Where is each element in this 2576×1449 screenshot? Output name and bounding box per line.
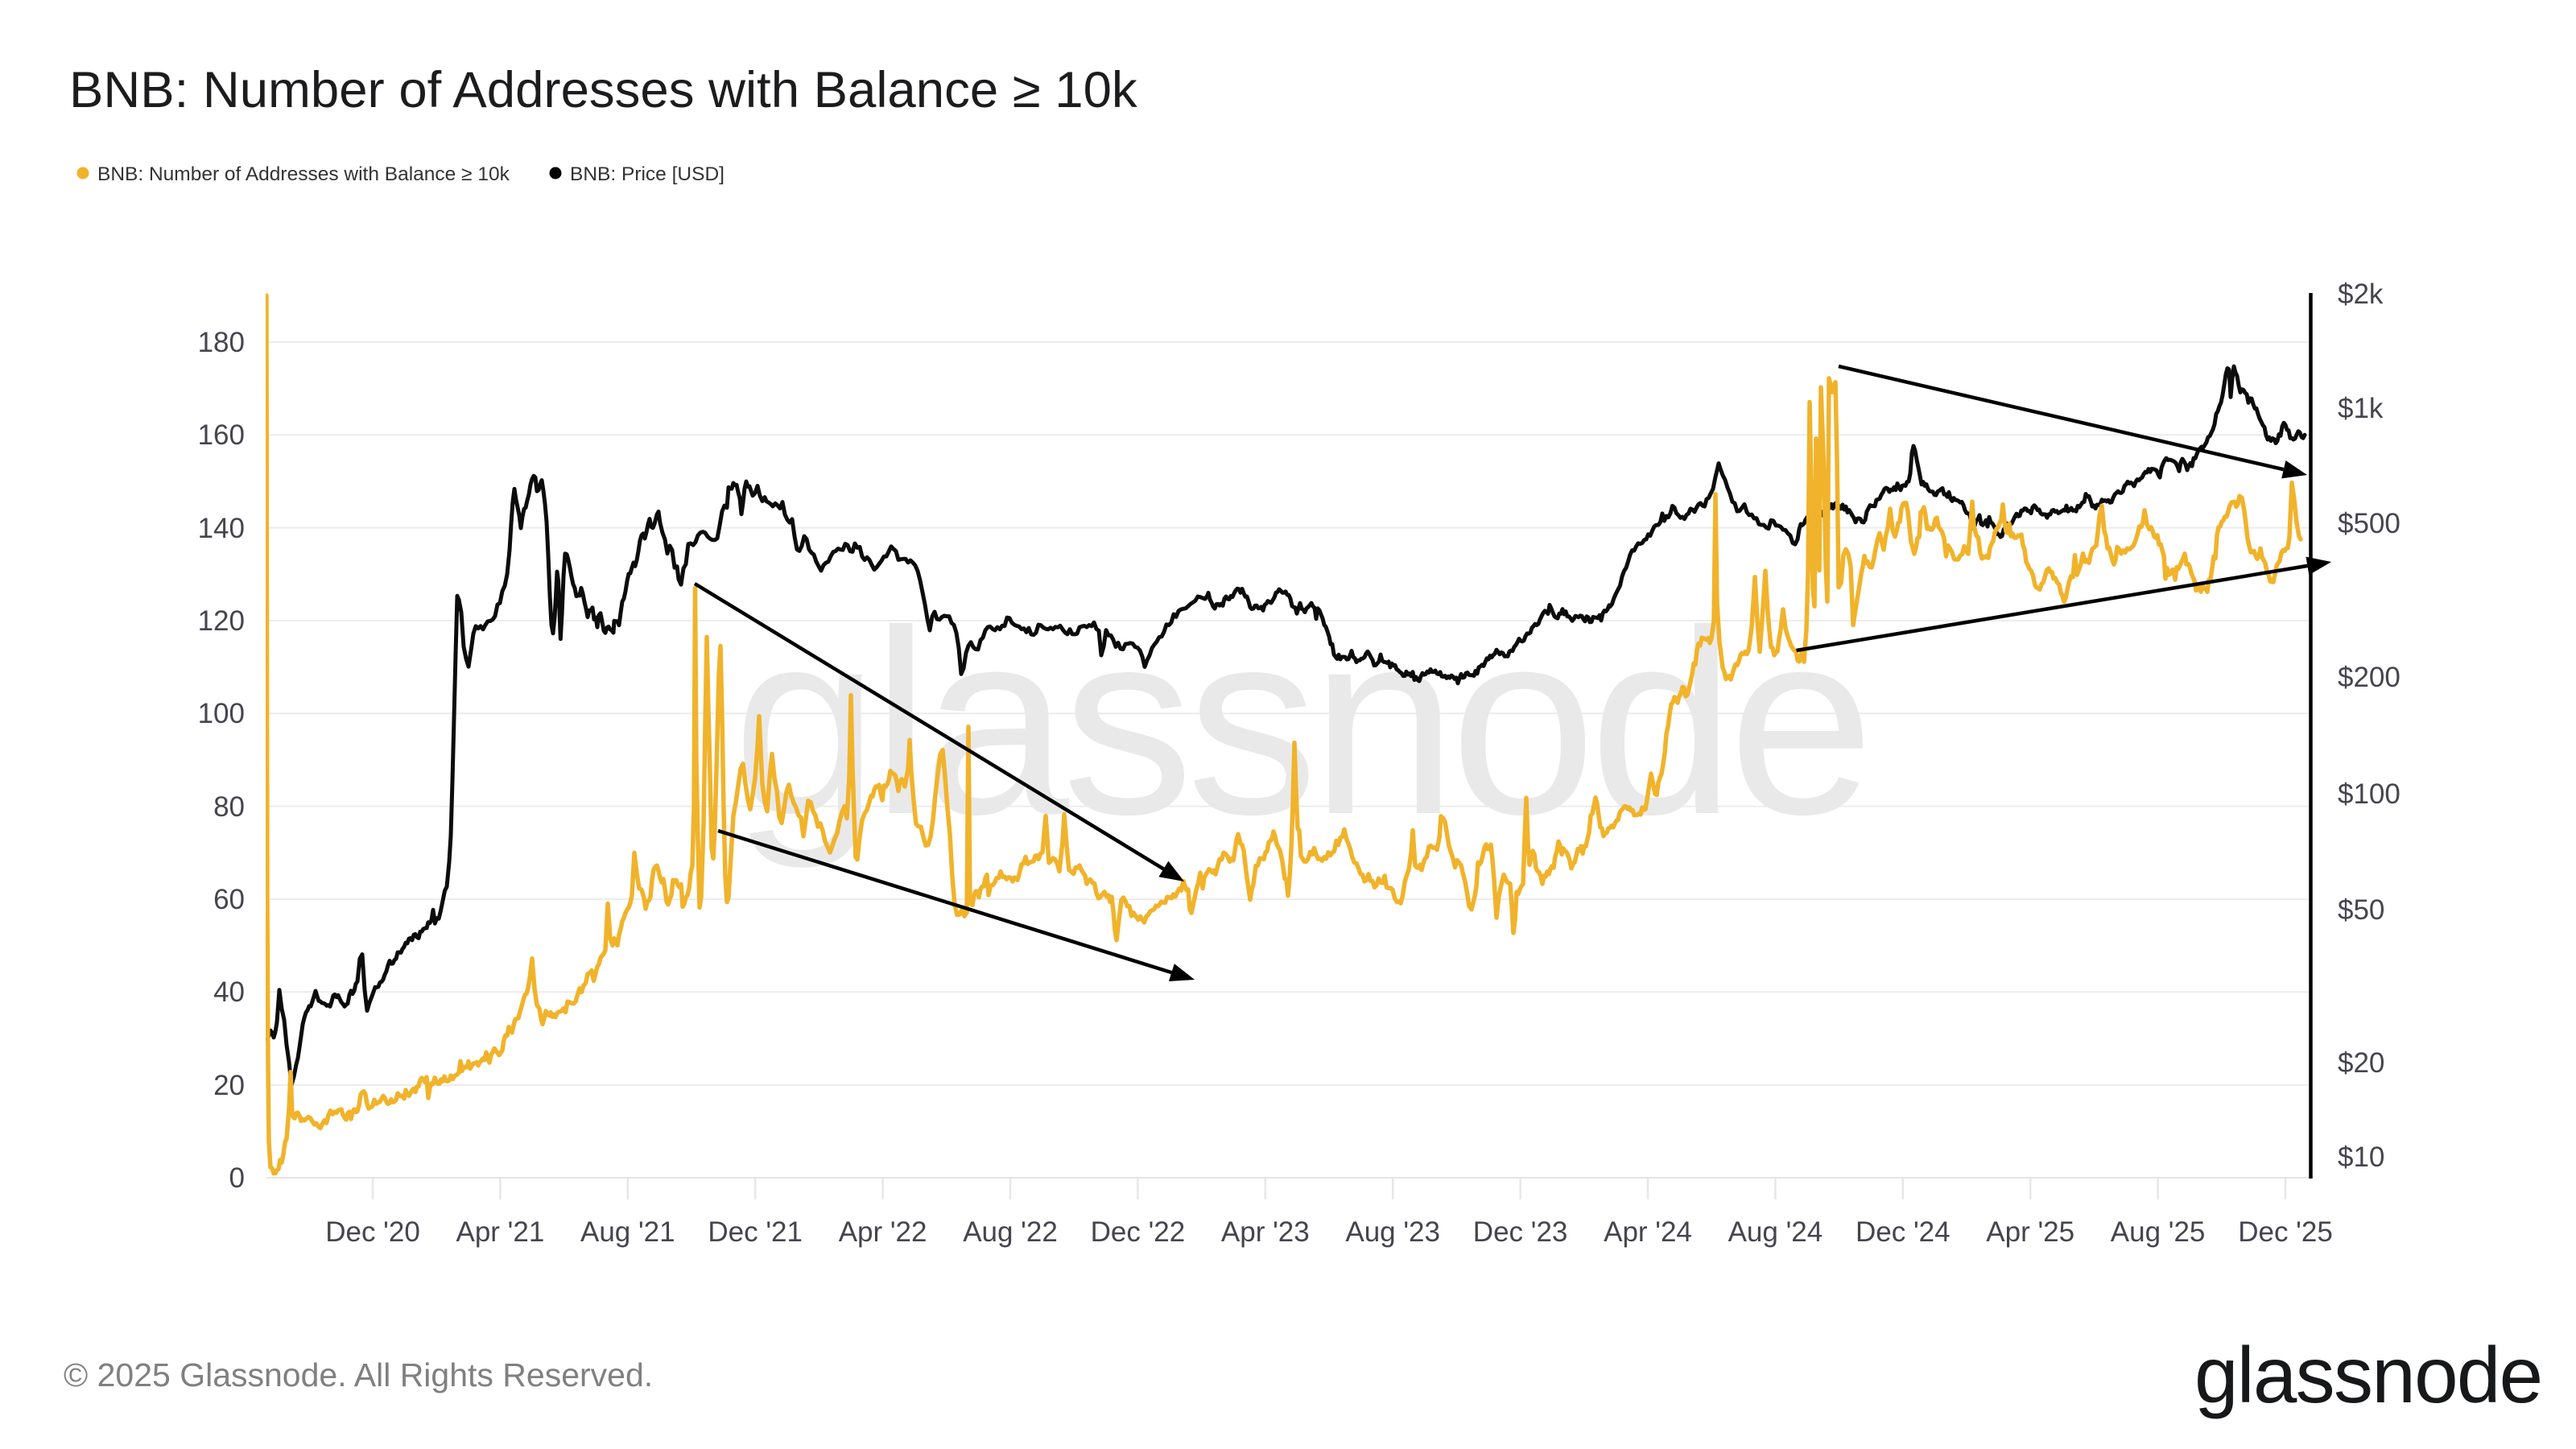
svg-text:Dec '24: Dec '24	[1856, 1216, 1951, 1248]
svg-text:140: 140	[198, 513, 245, 544]
svg-text:60: 60	[213, 884, 245, 915]
svg-text:Dec '22: Dec '22	[1091, 1216, 1186, 1248]
svg-text:BNB: Price [USD]: BNB: Price [USD]	[570, 163, 724, 185]
svg-text:Dec '25: Dec '25	[2238, 1216, 2333, 1248]
svg-text:$20: $20	[2338, 1047, 2384, 1079]
svg-text:Apr '22: Apr '22	[839, 1216, 927, 1248]
svg-text:© 2025 Glassnode. All Rights R: © 2025 Glassnode. All Rights Reserved.	[64, 1356, 653, 1393]
svg-text:$2k: $2k	[2338, 279, 2384, 310]
svg-text:$50: $50	[2338, 894, 2384, 926]
svg-text:Aug '21: Aug '21	[580, 1216, 675, 1248]
svg-text:BNB: Number of Addresses with: BNB: Number of Addresses with Balance ≥ …	[97, 163, 510, 185]
svg-text:Aug '24: Aug '24	[1728, 1216, 1823, 1248]
svg-text:Apr '21: Apr '21	[456, 1216, 544, 1248]
svg-text:160: 160	[198, 419, 245, 451]
svg-text:180: 180	[198, 327, 245, 358]
svg-text:BNB: Number of Addresses with: BNB: Number of Addresses with Balance ≥ …	[69, 62, 1137, 118]
svg-text:$1k: $1k	[2338, 393, 2384, 424]
svg-text:0: 0	[229, 1162, 245, 1194]
svg-text:Dec '23: Dec '23	[1473, 1216, 1568, 1248]
svg-text:glassnode: glassnode	[2194, 1331, 2542, 1419]
svg-text:Aug '25: Aug '25	[2111, 1216, 2206, 1248]
svg-text:Aug '22: Aug '22	[963, 1216, 1058, 1248]
svg-text:glassnode: glassnode	[733, 576, 1868, 870]
svg-text:100: 100	[198, 698, 245, 729]
svg-text:$500: $500	[2338, 508, 2401, 539]
svg-text:Apr '23: Apr '23	[1221, 1216, 1310, 1248]
svg-text:$100: $100	[2338, 778, 2401, 810]
svg-text:$200: $200	[2338, 662, 2401, 693]
svg-text:Apr '25: Apr '25	[1986, 1216, 2074, 1248]
svg-text:80: 80	[213, 791, 245, 823]
svg-text:120: 120	[198, 605, 245, 637]
svg-text:Dec '21: Dec '21	[708, 1216, 803, 1248]
svg-text:20: 20	[213, 1070, 245, 1101]
svg-text:Aug '23: Aug '23	[1345, 1216, 1440, 1248]
svg-text:Dec '20: Dec '20	[325, 1216, 420, 1248]
svg-text:$10: $10	[2338, 1141, 2384, 1173]
svg-text:Apr '24: Apr '24	[1604, 1216, 1692, 1248]
svg-text:40: 40	[213, 976, 245, 1008]
